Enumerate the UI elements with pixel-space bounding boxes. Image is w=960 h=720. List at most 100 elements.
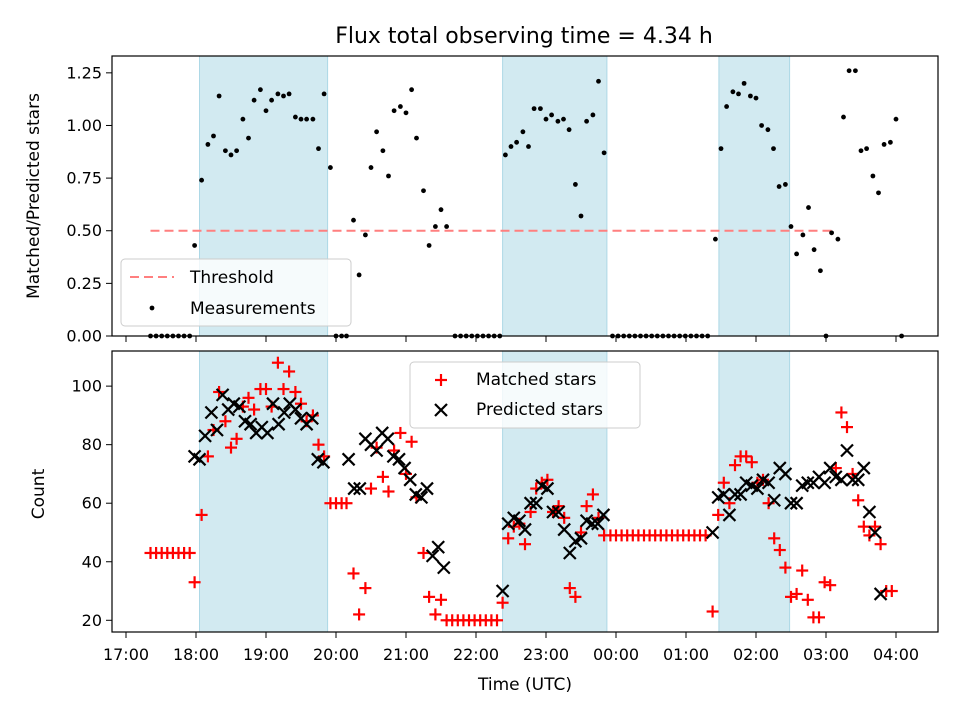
matched-point <box>435 593 447 606</box>
ratio-legend: Threshold Measurements <box>120 258 352 327</box>
measurement-point <box>549 112 554 118</box>
predicted-point-b <box>823 461 837 475</box>
x-tick-label: 03:00 <box>803 645 849 664</box>
matched-point <box>353 608 366 621</box>
measurement-point <box>543 116 549 122</box>
measurement-point <box>771 146 776 152</box>
predicted-point <box>437 560 451 575</box>
predicted-point <box>851 473 865 487</box>
measurement-point <box>893 116 899 122</box>
predicted-point-b <box>834 473 849 487</box>
count-legend-box <box>409 361 641 429</box>
measurement-point <box>596 78 601 84</box>
matched-point <box>519 538 531 551</box>
predicted-point <box>288 402 303 417</box>
measurement-point <box>386 173 391 179</box>
predicted-point <box>784 496 798 510</box>
matched-point <box>183 546 196 559</box>
measurement-point <box>829 230 834 236</box>
predicted-point-b <box>540 481 555 496</box>
predicted-point-b <box>414 490 429 505</box>
legend-predicted-marker <box>434 403 448 417</box>
predicted-point-b <box>574 531 588 546</box>
predicted-point-b <box>277 405 291 420</box>
predicted-point-b <box>756 473 770 487</box>
predicted-point <box>512 513 527 528</box>
predicted-point <box>761 475 776 490</box>
predicted-point <box>750 481 765 496</box>
matched-point <box>796 564 809 577</box>
matched-point <box>382 485 395 498</box>
legend-threshold-label: Threshold <box>189 268 274 288</box>
count-y-ticks: 20 40 60 80 100 <box>71 377 112 630</box>
predicted-point <box>347 481 361 496</box>
matched-point <box>580 500 593 513</box>
matched-point <box>829 462 842 475</box>
legend-measurements-label: Measurements <box>190 299 316 319</box>
predicted-point-b <box>243 417 258 431</box>
matched-point <box>824 579 837 592</box>
predicted-point-b <box>392 452 406 467</box>
matched-point <box>729 459 741 472</box>
predicted-point <box>717 487 731 502</box>
measurement-point <box>426 243 432 248</box>
matched-point <box>869 520 881 533</box>
predicted-point <box>529 496 543 510</box>
legend-matched-label: Matched stars <box>476 370 596 390</box>
measurement-point <box>730 89 736 95</box>
measurement-point <box>421 188 426 194</box>
predicted-point-b <box>845 473 860 487</box>
count-y-tick-label: 40 <box>82 552 102 571</box>
matched-point <box>801 593 814 606</box>
x-tick-label: 19:00 <box>243 645 289 664</box>
matched-point <box>347 567 360 580</box>
matched-point <box>289 385 302 398</box>
predicted-point <box>563 546 577 560</box>
measurement-point <box>263 108 269 114</box>
predicted-point-b <box>784 496 798 510</box>
matched-point <box>188 576 201 589</box>
predicted-point-b <box>347 481 361 496</box>
matched-point <box>365 482 377 495</box>
ratio-y-ticks: 0.00 0.25 0.50 0.75 1.00 1.25 <box>66 63 112 346</box>
x-tick-label: 23:00 <box>523 645 569 664</box>
ratio-y-tick-label: 0.50 <box>66 221 102 240</box>
predicted-point-b <box>705 525 720 540</box>
matched-point <box>885 585 898 598</box>
predicted-point <box>341 452 356 467</box>
measurement-point <box>811 247 817 253</box>
predicted-point-b <box>437 560 451 575</box>
measurement-point <box>748 93 753 99</box>
predicted-point <box>557 522 571 537</box>
x-tick-label: 18:00 <box>173 645 219 664</box>
predicted-point-b <box>529 496 543 510</box>
measurement-point <box>293 114 298 120</box>
predicted-point <box>733 487 748 502</box>
matched-point <box>706 605 719 618</box>
measurement-point <box>321 91 327 97</box>
predicted-point-b <box>369 443 384 458</box>
matched-point <box>790 587 803 600</box>
predicted-point-b <box>187 449 202 464</box>
matched-point <box>219 415 232 428</box>
predicted-point <box>551 505 566 519</box>
x-tick-label: 00:00 <box>593 645 639 664</box>
matched-stars-series <box>144 356 898 627</box>
measurement-point <box>724 104 729 109</box>
measurement-point <box>192 243 198 248</box>
ratio-y-tick-label: 0.25 <box>66 274 102 293</box>
predicted-point-b <box>535 478 549 493</box>
measurement-point <box>298 116 304 122</box>
x-tick-label: 17:00 <box>103 645 149 664</box>
measurement-point <box>590 112 596 118</box>
count-y-axis-label: Count <box>29 468 49 519</box>
x-tick-label: 21:00 <box>383 645 429 664</box>
predicted-point <box>823 461 837 475</box>
chart-title: Flux total observing time = 4.34 h <box>335 24 713 49</box>
matched-point <box>768 532 781 545</box>
predicted-point-b <box>316 455 331 470</box>
measurement-point <box>316 146 321 152</box>
predicted-point <box>266 396 280 411</box>
matched-point <box>491 614 503 627</box>
measurement-point <box>211 133 216 139</box>
